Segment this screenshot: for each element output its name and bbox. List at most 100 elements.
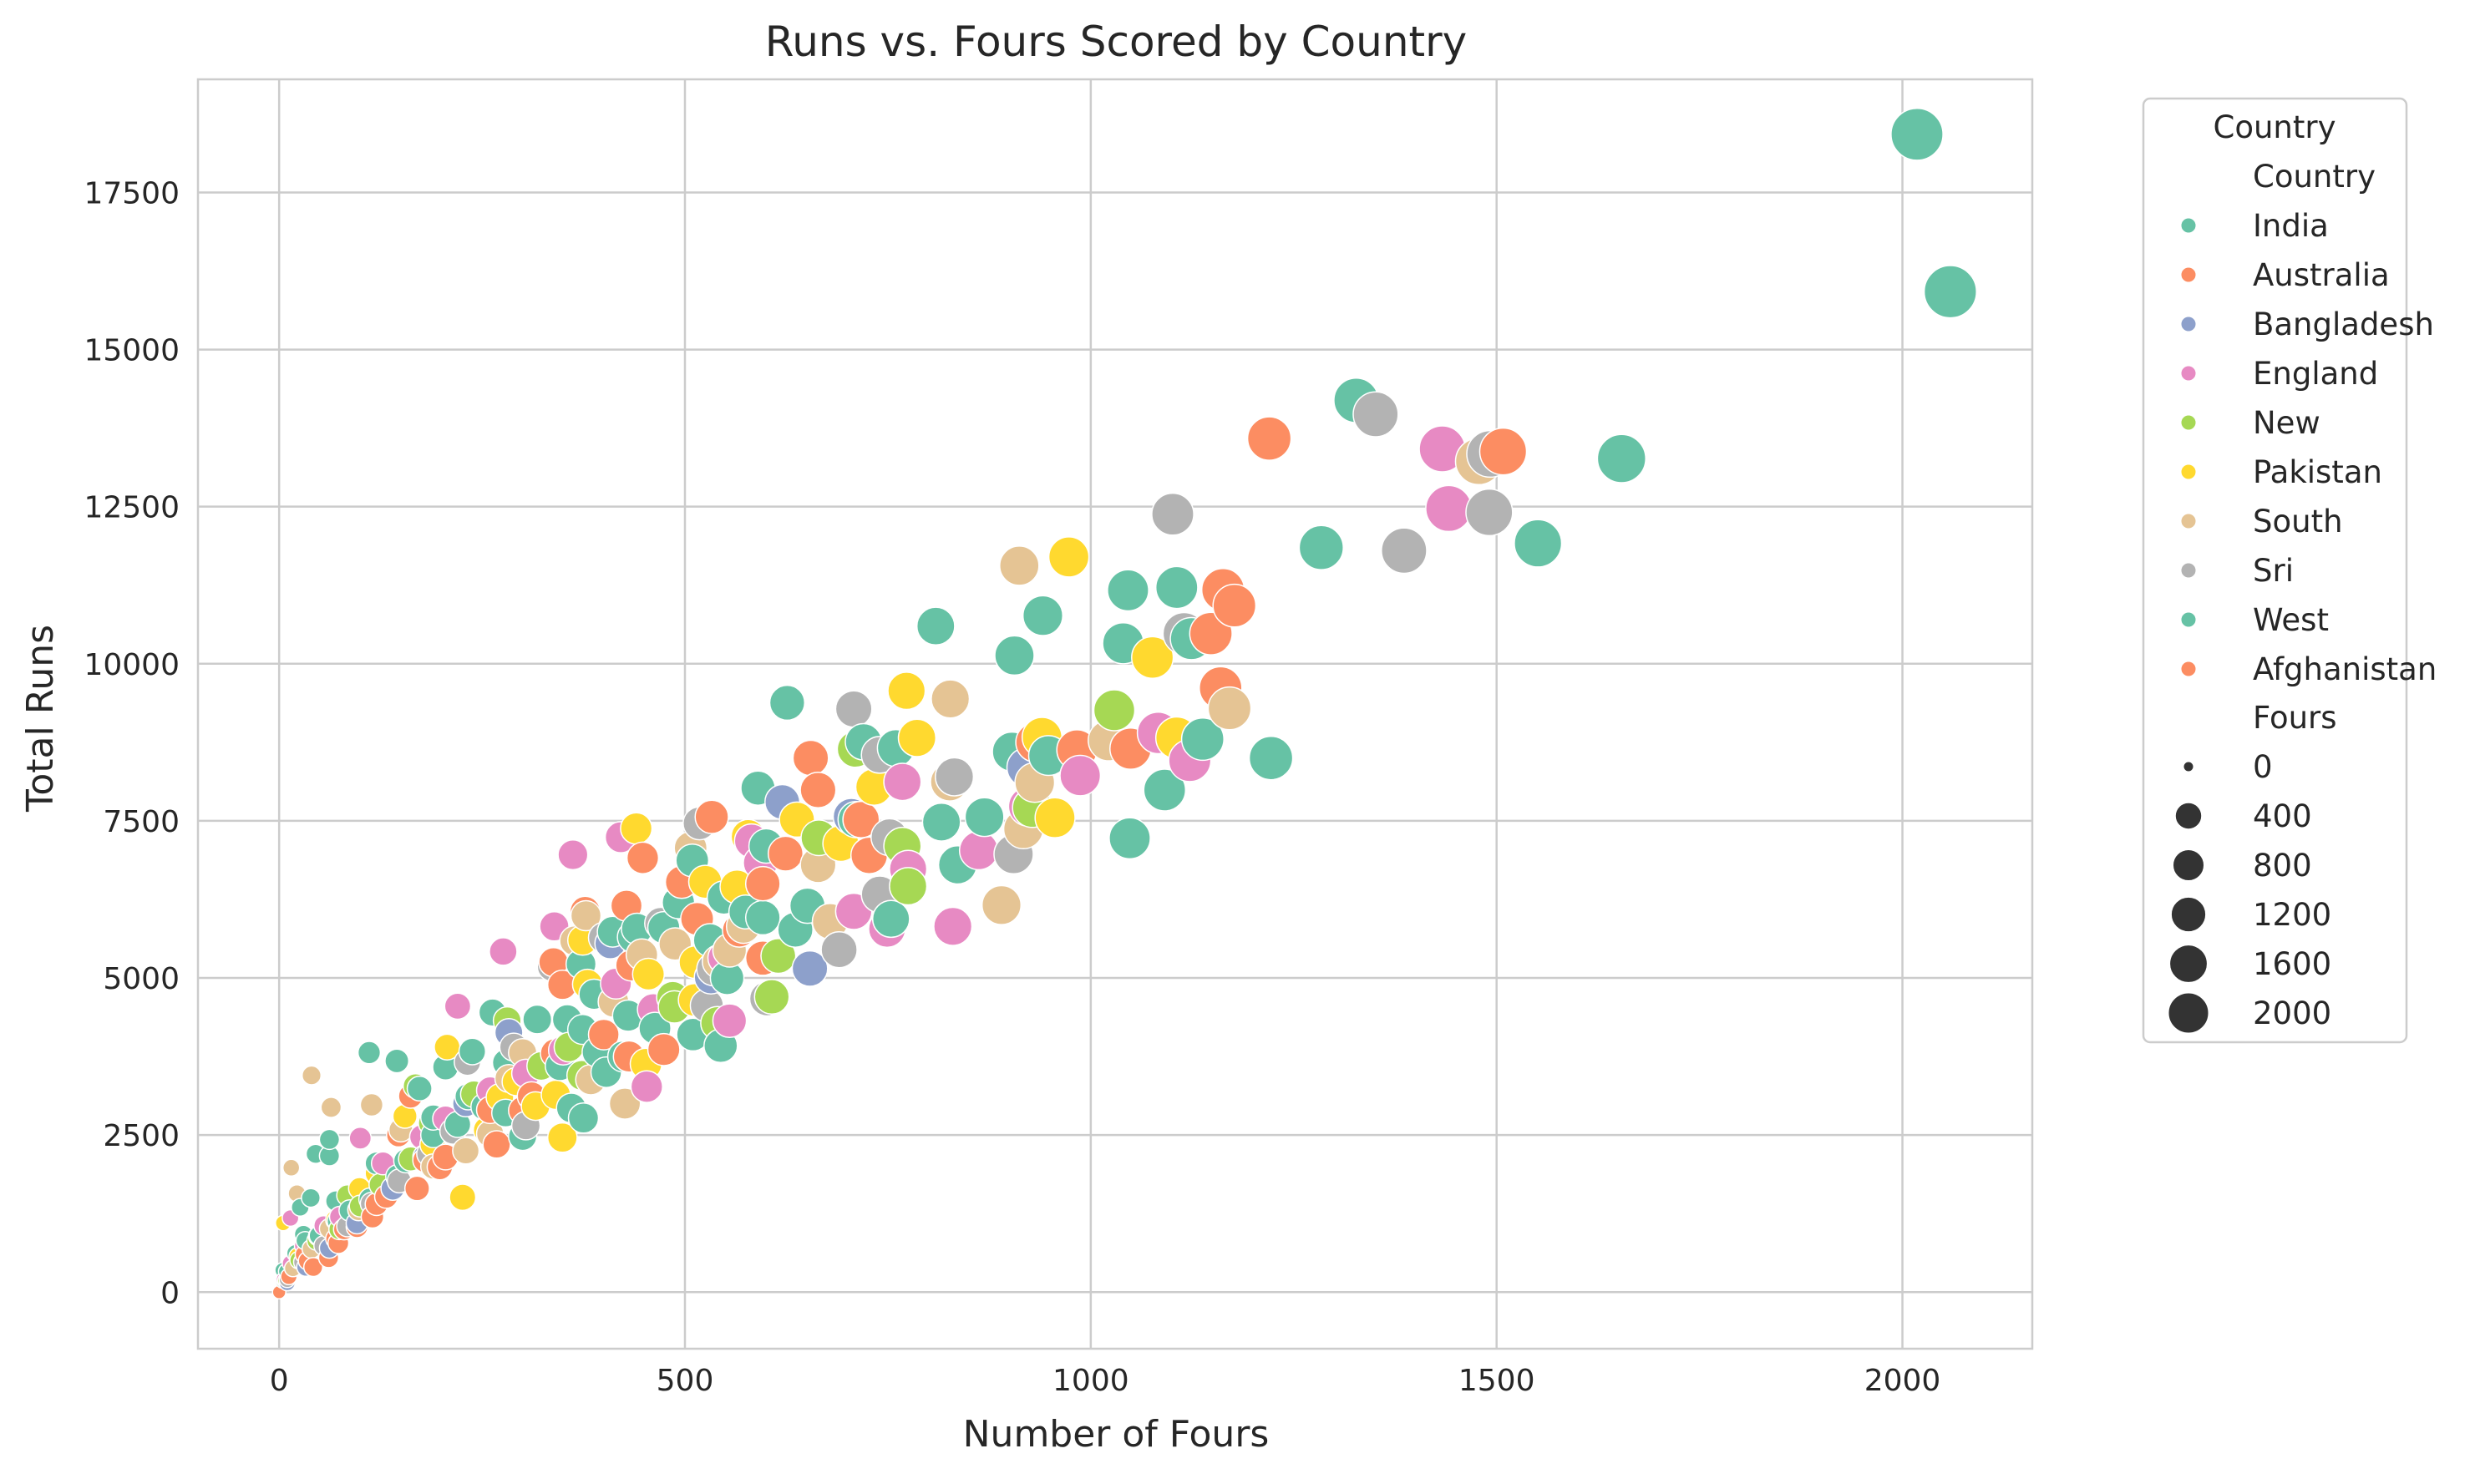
chart-title: Runs vs. Fours Scored by Country xyxy=(765,18,1468,66)
legend-size-entries: 0 400 800 1200 1600 2000 xyxy=(2168,749,2331,1034)
data-point xyxy=(964,797,1005,838)
data-point xyxy=(791,950,829,987)
y-tick-label: 5000 xyxy=(103,962,180,996)
data-point xyxy=(1381,527,1428,575)
data-point xyxy=(1207,686,1252,731)
data-point xyxy=(744,899,781,936)
data-point xyxy=(1352,391,1399,438)
data-point xyxy=(889,867,928,906)
data-point xyxy=(760,938,797,975)
y-tick-label: 12500 xyxy=(84,491,180,525)
x-tick-label: 2000 xyxy=(1864,1364,1941,1398)
data-point xyxy=(958,830,999,871)
legend-swatch xyxy=(2180,217,2197,234)
legend-size-heading: Fours xyxy=(2253,700,2337,736)
legend-label: Pakistan xyxy=(2253,454,2382,490)
legend-label: England xyxy=(2253,356,2378,392)
data-point xyxy=(647,1032,681,1066)
x-tick-label: 0 xyxy=(270,1364,289,1398)
data-point xyxy=(931,679,971,719)
data-point xyxy=(1059,754,1102,797)
x-axis-ticks: 0 500 1000 1500 2000 xyxy=(270,1364,1941,1398)
data-point xyxy=(768,684,806,722)
data-point xyxy=(933,906,973,946)
legend-swatch xyxy=(2180,414,2197,431)
data-point xyxy=(921,802,961,842)
y-tick-label: 17500 xyxy=(84,176,180,210)
legend-label: Sri xyxy=(2253,553,2294,589)
data-point xyxy=(348,1127,373,1150)
data-point xyxy=(753,979,790,1016)
legend-size-label: 0 xyxy=(2253,749,2273,785)
data-point xyxy=(452,1137,480,1165)
data-point xyxy=(630,1070,663,1103)
legend-size-marker xyxy=(2168,992,2209,1034)
data-point xyxy=(767,835,804,872)
data-point xyxy=(357,1041,382,1065)
legend-size-label: 1600 xyxy=(2253,946,2331,982)
data-point xyxy=(1047,536,1090,578)
data-point xyxy=(1298,524,1344,570)
data-point xyxy=(935,757,975,797)
legend-size-marker xyxy=(2169,945,2208,983)
x-tick-label: 1000 xyxy=(1052,1364,1129,1398)
legend-size-label: 400 xyxy=(2253,798,2312,834)
data-point xyxy=(887,671,926,711)
data-point xyxy=(281,1158,301,1178)
data-point xyxy=(1246,416,1292,461)
data-point xyxy=(301,1188,322,1208)
legend-swatch xyxy=(2180,266,2197,283)
data-point xyxy=(620,812,653,845)
data-point xyxy=(631,957,666,991)
data-point xyxy=(1890,107,1944,161)
data-point xyxy=(799,771,837,809)
x-tick-label: 500 xyxy=(657,1364,714,1398)
data-point xyxy=(842,800,880,838)
data-point xyxy=(444,992,472,1021)
data-point xyxy=(883,762,922,802)
legend-swatch xyxy=(2180,513,2197,529)
legend-size-marker xyxy=(2173,849,2204,881)
data-point xyxy=(1093,689,1136,732)
legend-frame xyxy=(2142,97,2408,1044)
data-point xyxy=(1180,717,1225,762)
grid-lines xyxy=(198,79,2032,1349)
data-point xyxy=(546,1122,578,1153)
data-point xyxy=(1465,488,1514,537)
legend-label: India xyxy=(2253,208,2329,244)
data-point xyxy=(1478,427,1528,476)
data-point xyxy=(449,1183,477,1212)
legend-size-label: 1200 xyxy=(2253,897,2331,933)
legend-swatch xyxy=(2180,611,2197,628)
data-point xyxy=(1022,595,1064,636)
legend-swatch xyxy=(2180,562,2197,579)
legend-swatch xyxy=(2180,316,2197,332)
data-point xyxy=(1154,565,1199,610)
y-tick-label: 7500 xyxy=(103,805,180,839)
legend-hue-entries: India Australia Bangladesh England New Pakist… xyxy=(2180,208,2437,687)
y-tick-label: 10000 xyxy=(84,648,180,682)
data-point xyxy=(820,930,858,969)
data-point xyxy=(1425,484,1473,533)
data-point xyxy=(792,739,829,777)
y-tick-label: 0 xyxy=(160,1276,180,1310)
data-point xyxy=(1514,519,1563,568)
data-point xyxy=(1107,569,1149,612)
data-point xyxy=(1212,583,1257,628)
data-point xyxy=(320,1097,342,1118)
legend-swatch xyxy=(2180,365,2197,382)
plot-area-frame xyxy=(196,78,2034,1350)
data-point xyxy=(608,1087,642,1120)
legend-size-label: 800 xyxy=(2253,848,2312,884)
y-axis-label: Total Runs xyxy=(19,625,62,813)
data-point xyxy=(301,1065,322,1086)
data-point xyxy=(567,1102,600,1134)
data-points xyxy=(271,107,1977,1300)
legend-size-marker xyxy=(2174,802,2203,830)
legend-label: Australia xyxy=(2253,257,2390,293)
data-point xyxy=(482,1130,511,1159)
data-point xyxy=(999,545,1040,586)
x-axis-label: Number of Fours xyxy=(963,1413,1270,1456)
